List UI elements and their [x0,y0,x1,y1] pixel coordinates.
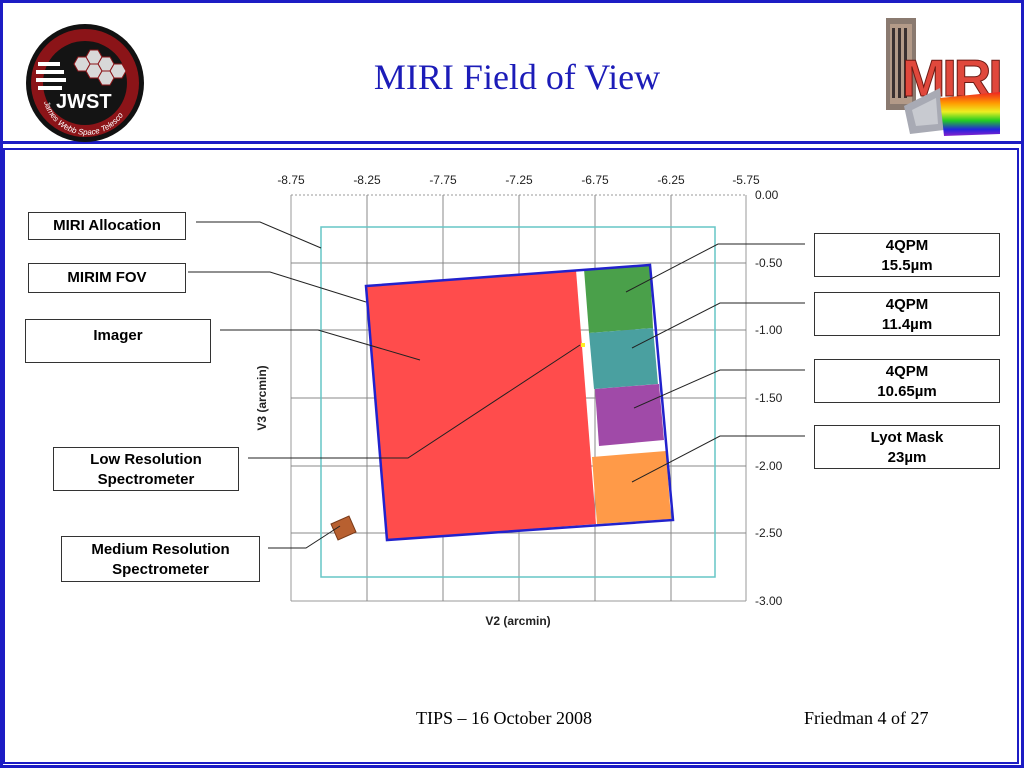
label-text-line1: 4QPM [885,363,929,380]
page-title: MIRI Field of View [373,57,661,97]
y-tick-label: -0.50 [755,256,783,270]
label-text-line2: 11.4µm [881,316,933,333]
leader-lyot [631,435,805,483]
jwst-mark-text: JWST [56,91,112,113]
miri-allocation-outline [320,226,716,578]
label-text-line1: 4QPM [885,237,929,254]
label-mrs: Medium Resolution Spectrometer [61,536,260,582]
imager-region [366,270,596,540]
lyot-mask-region [592,451,671,524]
jwst-logo: JWST James Webb Space Telescope [24,22,144,142]
x-tick-label: -7.25 [505,173,533,187]
label-mirim-fov: MIRIM FOV [28,263,186,293]
label-text-line1: Medium Resolution [91,541,230,558]
header-divider [0,141,1024,144]
leader-mrs [268,525,341,549]
y-tick-label: -1.00 [755,323,783,337]
label-text-line1: Low Resolution [90,451,202,468]
qpm-15-5-region [584,265,653,333]
x-tick-label: -6.25 [657,173,685,187]
y-tick-label: -2.50 [755,526,783,540]
label-text-line2: 23µm [887,449,927,466]
lrs-slit-marker [581,343,585,347]
y-tick-label: -3.00 [755,594,783,608]
qpm-10-65-region [595,384,664,446]
leader-lrs [248,344,581,459]
label-text-line1: 4QPM [885,296,929,313]
mirim-fov-outline [364,263,675,542]
footer-page-number: Friedman 4 of 27 [804,708,929,728]
qpm-11-4-region [589,328,658,389]
leader-mirim-fov [188,271,367,303]
label-text: MIRIM FOV [67,269,147,286]
leader-imager [220,329,421,361]
label-qpm-15-5: 4QPM 15.5µm [814,233,1000,277]
leader-qpm-11-4 [631,302,805,349]
label-text-line2: 15.5µm [881,257,933,274]
x-tick-label: -8.75 [277,173,305,187]
x-axis-label: V2 (arcmin) [485,614,550,628]
label-lrs: Low Resolution Spectrometer [53,447,239,491]
label-text: Imager [93,327,143,344]
label-text-line2: Spectrometer [97,471,195,488]
label-qpm-11-4: 4QPM 11.4µm [814,292,1000,336]
label-text-line2: 10.65µm [877,383,937,400]
y-axis-label: V3 (arcmin) [255,365,269,430]
label-text: MIRI Allocation [53,217,161,234]
x-tick-label: -6.75 [581,173,609,187]
label-lyot-mask: Lyot Mask 23µm [814,425,1000,469]
mrs-region [330,515,357,541]
label-text-line1: Lyot Mask [870,429,944,446]
label-text-line2: Spectrometer [112,561,209,578]
label-imager: Imager [25,319,211,363]
miri-logo: MIRI [886,18,1002,136]
x-tick-label: -8.25 [353,173,381,187]
x-tick-label: -7.75 [429,173,457,187]
y-tick-label: -1.50 [755,391,783,405]
y-tick-label: -2.00 [755,459,783,473]
x-tick-label: -5.75 [732,173,760,187]
label-miri-allocation: MIRI Allocation [28,212,186,240]
leader-qpm-10-65 [633,369,805,409]
leader-qpm-15-5 [625,243,805,293]
footer-center: TIPS – 16 October 2008 [416,708,592,728]
label-qpm-10-65: 4QPM 10.65µm [814,359,1000,403]
leader-miri-allocation [196,221,322,249]
content-panel [3,148,1019,764]
fov-diagram: -8.75 -8.25 -7.75 -7.25 -6.75 -6.25 -5.7… [188,173,805,628]
y-tick-label: 0.00 [755,188,779,202]
